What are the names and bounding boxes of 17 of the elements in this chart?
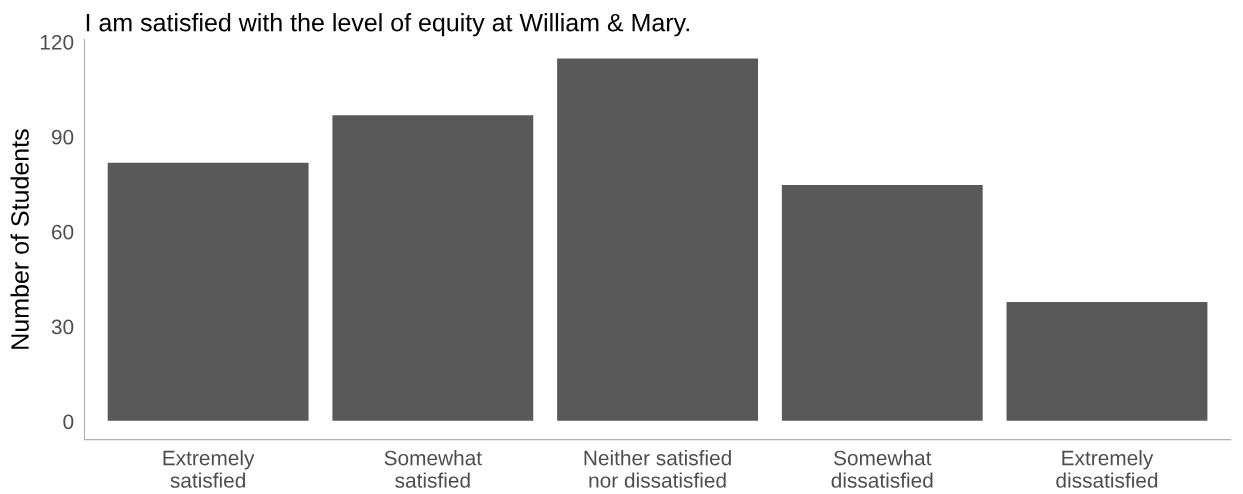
y-tick-label: 30 xyxy=(51,319,74,335)
x-tick-label: Extremely satisfied xyxy=(163,450,255,488)
y-tick-label: 0 xyxy=(63,414,74,430)
bar xyxy=(780,183,985,423)
bar xyxy=(555,57,760,423)
y-axis-title: Number of Students xyxy=(10,129,29,349)
bar xyxy=(1005,300,1209,423)
y-tick-label: 60 xyxy=(51,224,74,240)
chart-title: I am satisfied with the level of equity at William & Mary. xyxy=(86,13,689,37)
y-tick-label: 120 xyxy=(40,34,74,50)
x-tick-label: Somewhat satisfied xyxy=(384,450,482,488)
x-tick-label: Neither satisfied nor dissatisfied xyxy=(584,450,731,488)
bar xyxy=(331,113,535,423)
y-tick-label: 90 xyxy=(51,129,74,145)
x-tick-label: Extremely dissatisfied xyxy=(1056,450,1158,488)
bar xyxy=(106,161,310,423)
x-tick-label: Somewhat dissatisfied xyxy=(831,450,933,488)
